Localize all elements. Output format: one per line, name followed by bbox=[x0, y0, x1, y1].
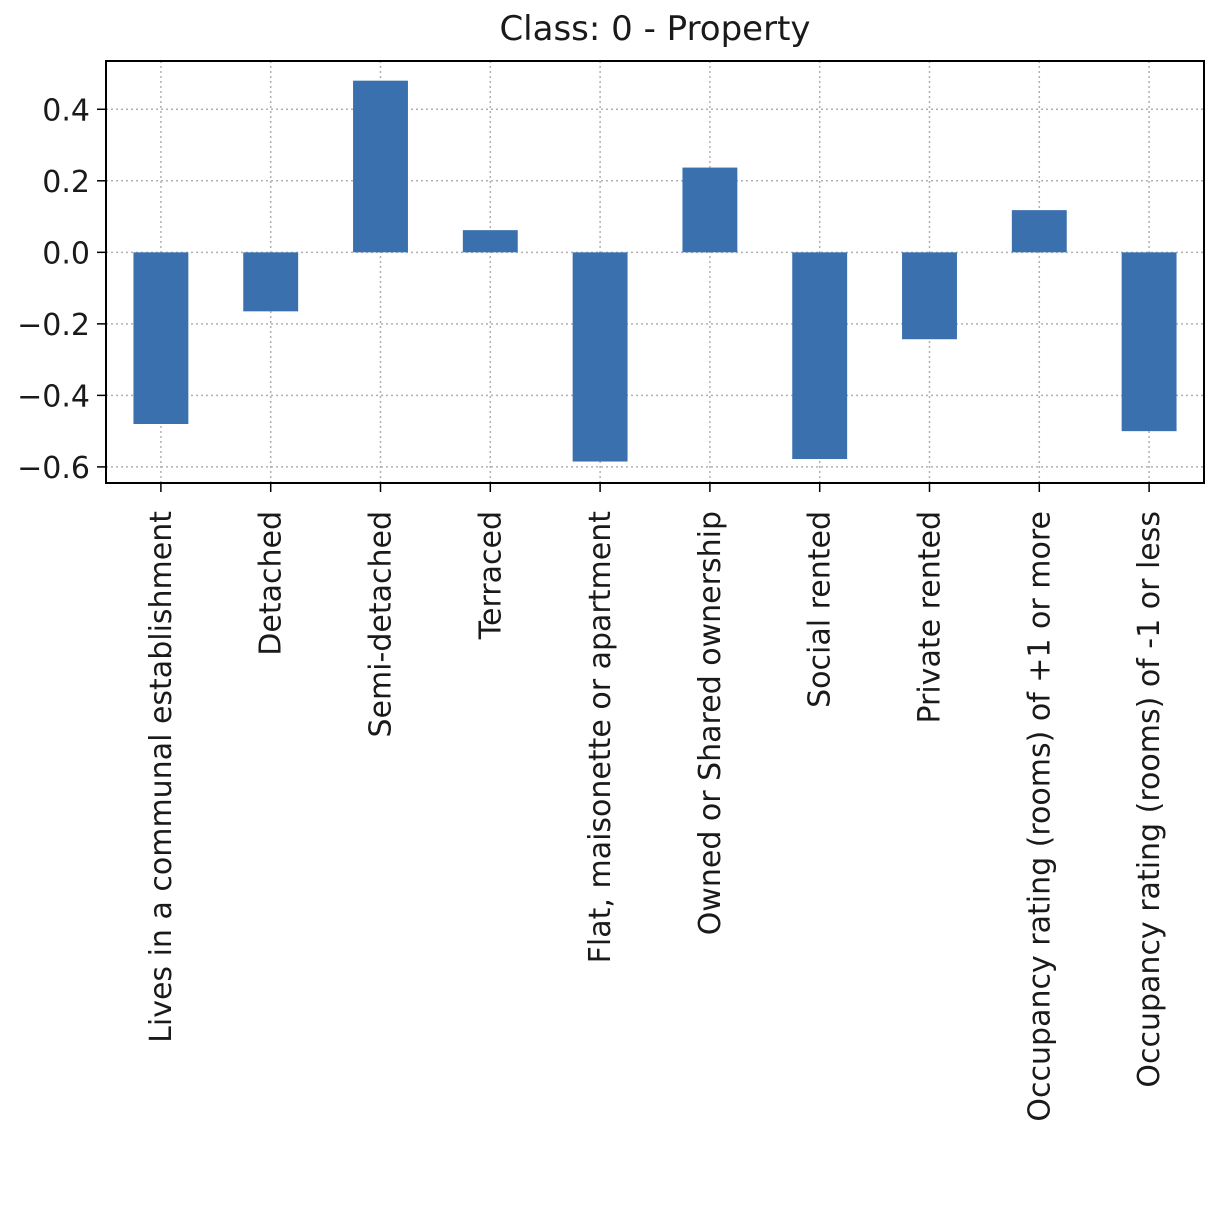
bar bbox=[243, 252, 299, 312]
bar bbox=[133, 252, 189, 424]
bar bbox=[1011, 210, 1067, 253]
plot-frame bbox=[105, 60, 1205, 484]
y-tick-label: −0.6 bbox=[17, 451, 90, 486]
bar bbox=[353, 80, 408, 253]
chart-title: Class: 0 - Property bbox=[499, 9, 810, 49]
bar bbox=[462, 230, 518, 253]
y-tick-label: −0.4 bbox=[17, 379, 90, 414]
x-tick-label: Lives in a communal establishment bbox=[144, 511, 179, 1043]
bar bbox=[1121, 252, 1177, 432]
x-tick-label: Flat, maisonette or apartment bbox=[583, 511, 618, 964]
x-tick-label: Terraced bbox=[473, 511, 508, 640]
x-tick-label: Semi-detached bbox=[364, 511, 399, 738]
x-tick-label: Occupancy rating (rooms) of -1 or less bbox=[1132, 511, 1167, 1088]
y-axis: 0.4 0.2 0.0 −0.2 −0.4 −0.6 bbox=[17, 93, 106, 486]
y-tick-label: −0.2 bbox=[17, 308, 90, 343]
x-tick-label: Private rented bbox=[913, 511, 948, 724]
bars bbox=[133, 80, 1177, 462]
bar bbox=[792, 252, 848, 460]
y-tick-label: 0.4 bbox=[42, 93, 90, 128]
x-tick-label: Detached bbox=[254, 511, 289, 656]
bar bbox=[572, 252, 628, 462]
x-tick-label: Owned or Shared ownership bbox=[693, 511, 728, 935]
bar bbox=[902, 252, 957, 340]
x-tick-label: Occupancy rating (rooms) of +1 or more bbox=[1022, 511, 1057, 1122]
x-axis: Lives in a communal establishment Detache… bbox=[144, 483, 1167, 1122]
bar bbox=[682, 167, 738, 253]
y-tick-label: 0.0 bbox=[42, 236, 90, 271]
y-tick-label: 0.2 bbox=[42, 165, 90, 200]
x-tick-label: Social rented bbox=[803, 511, 838, 708]
